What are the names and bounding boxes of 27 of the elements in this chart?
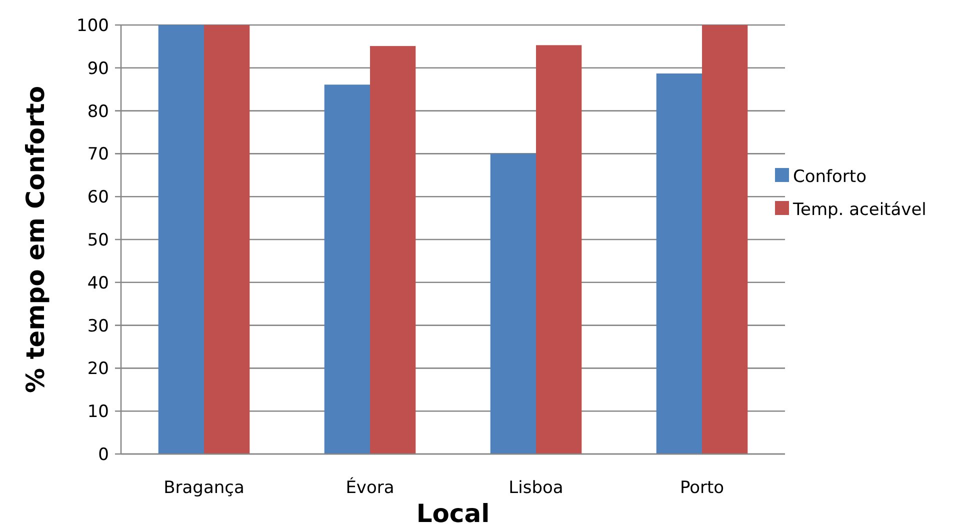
legend-label: Temp. aceitável: [792, 200, 926, 220]
x-tick-label: Lisboa: [508, 478, 564, 498]
bar: [702, 25, 748, 454]
y-tick-label: 20: [87, 359, 109, 380]
y-tick-label: 40: [87, 273, 109, 294]
bar: [536, 45, 582, 454]
y-tick-label: 70: [87, 144, 109, 165]
bar: [490, 154, 536, 454]
x-tick-label: Porto: [680, 478, 724, 498]
y-tick-label: 100: [76, 16, 109, 36]
x-tick-label: Évora: [346, 477, 394, 498]
y-tick-label: 30: [87, 316, 109, 336]
y-tick-label: 90: [87, 58, 109, 79]
legend-label: Conforto: [793, 166, 866, 187]
x-axis-title: Local: [416, 499, 490, 528]
bar: [204, 25, 250, 454]
bar: [324, 84, 370, 454]
y-axis-title: % tempo em Conforto: [21, 86, 50, 394]
y-tick-label: 50: [87, 230, 109, 250]
y-tick-label: 80: [87, 102, 109, 122]
y-tick-label: 10: [87, 402, 109, 422]
bar: [656, 73, 702, 454]
y-tick-label: 0: [98, 444, 109, 465]
x-tick-label: Bragança: [164, 478, 244, 498]
bar: [370, 46, 416, 454]
bar: [158, 25, 204, 454]
y-tick-label: 60: [87, 188, 109, 208]
